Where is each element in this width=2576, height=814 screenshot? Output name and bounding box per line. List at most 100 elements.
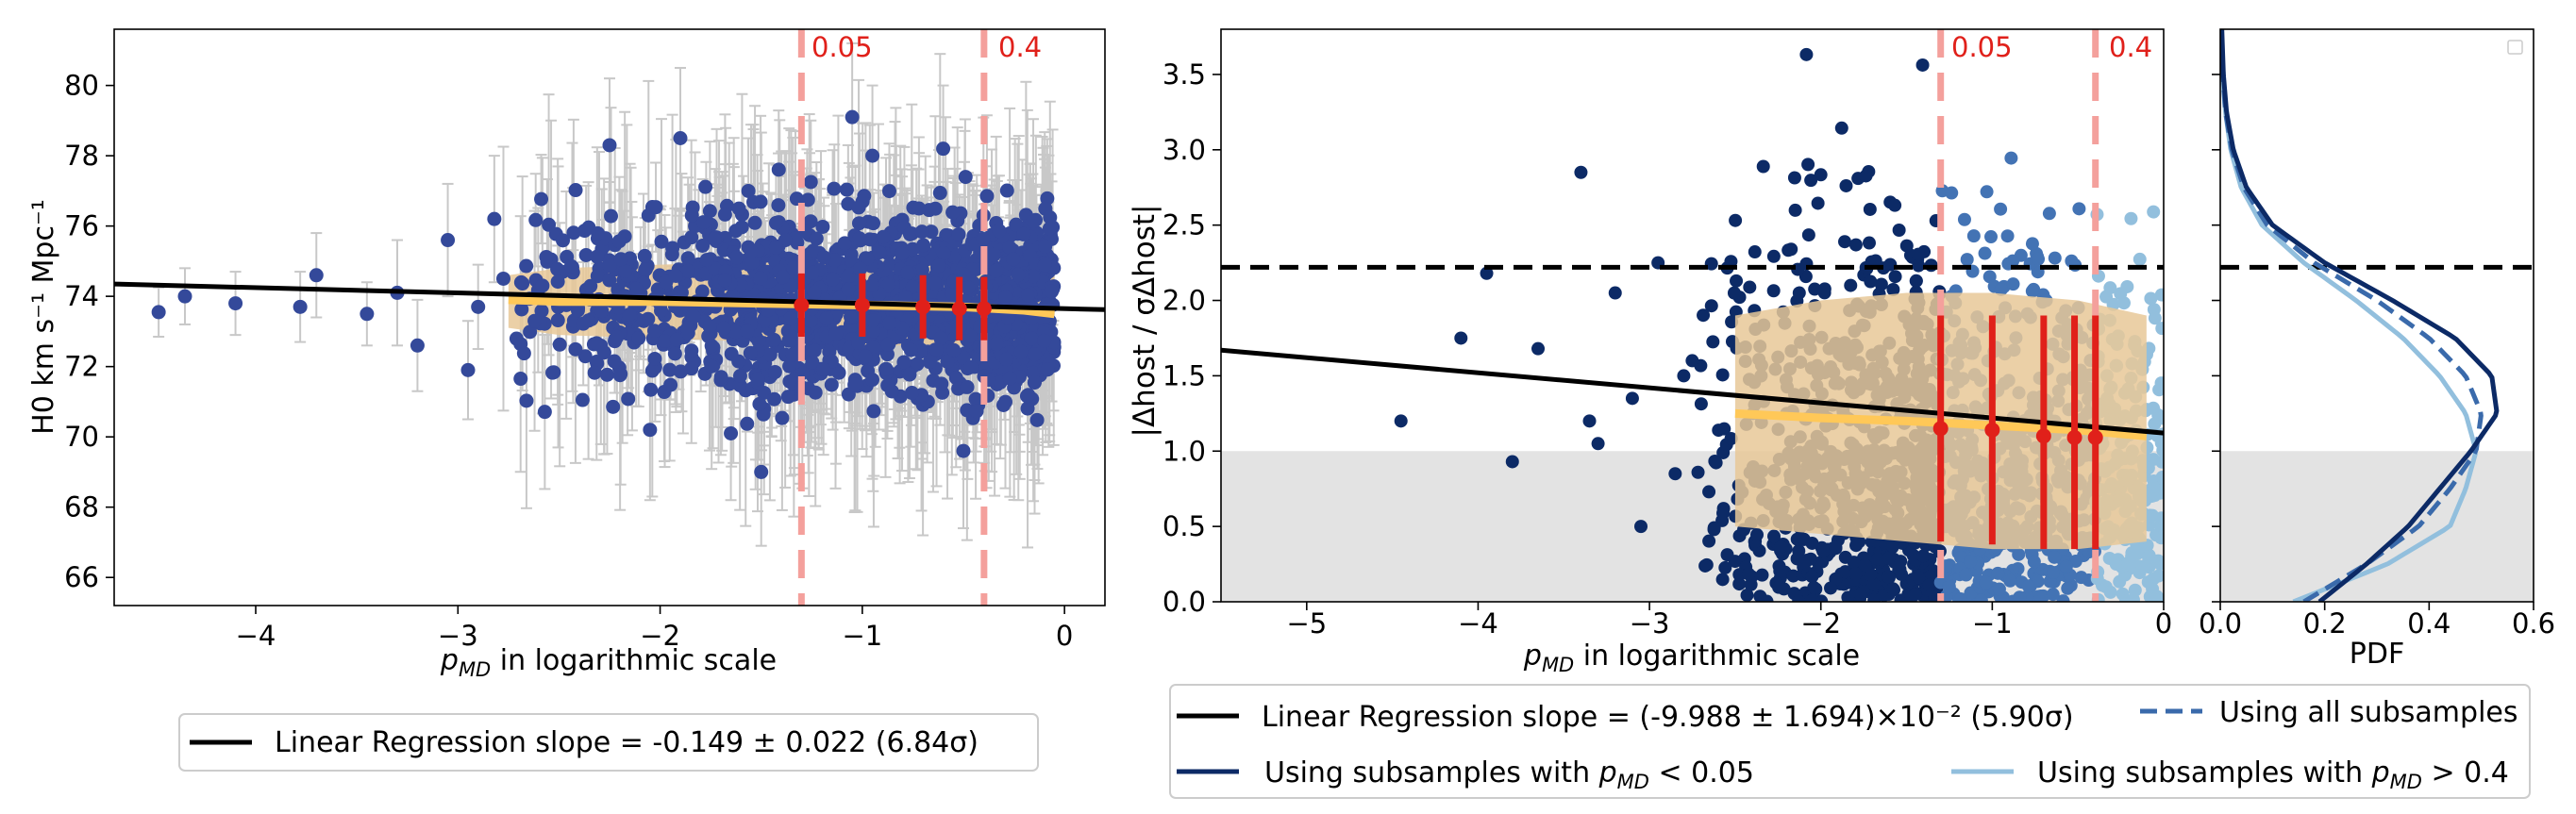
data-point bbox=[1038, 239, 1053, 254]
data-point bbox=[1801, 158, 1815, 172]
data-point bbox=[602, 138, 617, 153]
data-point bbox=[1787, 171, 1801, 185]
data-point bbox=[900, 265, 915, 280]
data-point bbox=[578, 247, 594, 262]
data-point bbox=[807, 343, 822, 358]
data-point bbox=[969, 404, 984, 419]
data-point bbox=[2048, 251, 2062, 265]
data-point bbox=[827, 181, 842, 196]
data-point bbox=[1042, 221, 1057, 236]
data-point bbox=[932, 186, 947, 201]
data-point bbox=[1864, 274, 1878, 289]
data-point bbox=[2000, 229, 2015, 243]
x-tick-label: −4 bbox=[236, 620, 276, 652]
left-ylabel: H0 km s⁻¹ Mpc⁻¹ bbox=[27, 199, 60, 435]
data-point bbox=[583, 278, 598, 293]
data-point bbox=[528, 212, 544, 227]
data-point bbox=[1991, 566, 2005, 580]
data-point bbox=[1040, 362, 1055, 377]
data-point bbox=[898, 290, 913, 305]
data-point bbox=[809, 231, 824, 246]
data-point bbox=[1957, 212, 1971, 226]
data-point bbox=[1807, 580, 1821, 594]
data-point bbox=[1888, 198, 1902, 212]
data-point bbox=[309, 268, 324, 283]
data-point bbox=[591, 225, 606, 241]
data-point bbox=[960, 379, 975, 394]
data-point bbox=[704, 339, 719, 354]
data-point bbox=[1959, 568, 1973, 582]
data-point bbox=[928, 201, 943, 216]
data-point bbox=[563, 258, 578, 274]
data-point bbox=[805, 355, 820, 370]
left-legend: Linear Regression slope = -0.149 ± 0.022… bbox=[178, 713, 1039, 772]
data-point bbox=[1011, 267, 1026, 282]
data-point bbox=[1784, 242, 1798, 257]
data-point bbox=[410, 338, 425, 353]
y-tick-label: 80 bbox=[64, 70, 99, 102]
data-point bbox=[1766, 249, 1781, 263]
data-point bbox=[2154, 511, 2164, 525]
data-point bbox=[654, 234, 669, 249]
data-point bbox=[1766, 284, 1781, 298]
data-point bbox=[2042, 207, 2056, 221]
data-point bbox=[1715, 368, 1730, 382]
data-point bbox=[516, 346, 531, 361]
data-point bbox=[976, 231, 991, 246]
data-point bbox=[771, 162, 786, 177]
left-threshold-label-0.4: 0.4 bbox=[998, 31, 1042, 63]
data-point bbox=[1853, 587, 1867, 601]
data-point bbox=[1945, 186, 1959, 200]
data-point bbox=[1922, 578, 1936, 592]
data-point bbox=[1885, 540, 1899, 554]
data-point bbox=[513, 372, 528, 387]
data-point bbox=[575, 392, 590, 407]
data-point bbox=[751, 333, 766, 348]
data-point bbox=[936, 245, 951, 260]
data-point bbox=[1026, 269, 1041, 284]
data-point bbox=[151, 305, 166, 320]
data-point bbox=[648, 200, 663, 215]
data-point bbox=[622, 307, 637, 323]
data-point bbox=[865, 148, 880, 163]
data-point bbox=[1685, 354, 1699, 368]
data-point bbox=[646, 324, 661, 339]
data-point bbox=[1942, 580, 1956, 594]
data-point bbox=[1886, 283, 1900, 297]
data-point bbox=[1029, 412, 1045, 427]
y-tick-label: 68 bbox=[64, 491, 99, 523]
data-point bbox=[2006, 277, 2020, 291]
data-point bbox=[1848, 238, 1863, 252]
data-point bbox=[803, 214, 818, 229]
data-point bbox=[1966, 229, 1981, 243]
data-point bbox=[680, 321, 695, 336]
data-point bbox=[767, 364, 782, 379]
data-point bbox=[686, 309, 701, 324]
data-point bbox=[546, 365, 561, 380]
data-point bbox=[643, 423, 658, 438]
data-point bbox=[851, 216, 866, 231]
data-point bbox=[1792, 594, 1806, 602]
data-point bbox=[2036, 589, 2050, 602]
data-point bbox=[747, 215, 762, 230]
data-point bbox=[1824, 581, 1838, 595]
data-point bbox=[1706, 335, 1720, 349]
data-point bbox=[1814, 168, 1828, 182]
data-point bbox=[523, 324, 538, 340]
data-point bbox=[956, 443, 971, 458]
data-point bbox=[1702, 534, 1716, 548]
data-point bbox=[858, 349, 873, 364]
data-point bbox=[872, 245, 887, 260]
data-point bbox=[951, 226, 966, 241]
data-point bbox=[1804, 174, 1818, 188]
data-point bbox=[775, 270, 790, 285]
data-point bbox=[1816, 544, 1831, 558]
data-point bbox=[471, 299, 486, 314]
data-point bbox=[628, 281, 644, 296]
data-point bbox=[1805, 593, 1819, 602]
data-point bbox=[998, 290, 1013, 305]
data-point bbox=[1858, 558, 1872, 573]
data-point bbox=[606, 399, 621, 414]
data-point bbox=[1960, 253, 1974, 267]
data-point bbox=[695, 239, 711, 254]
